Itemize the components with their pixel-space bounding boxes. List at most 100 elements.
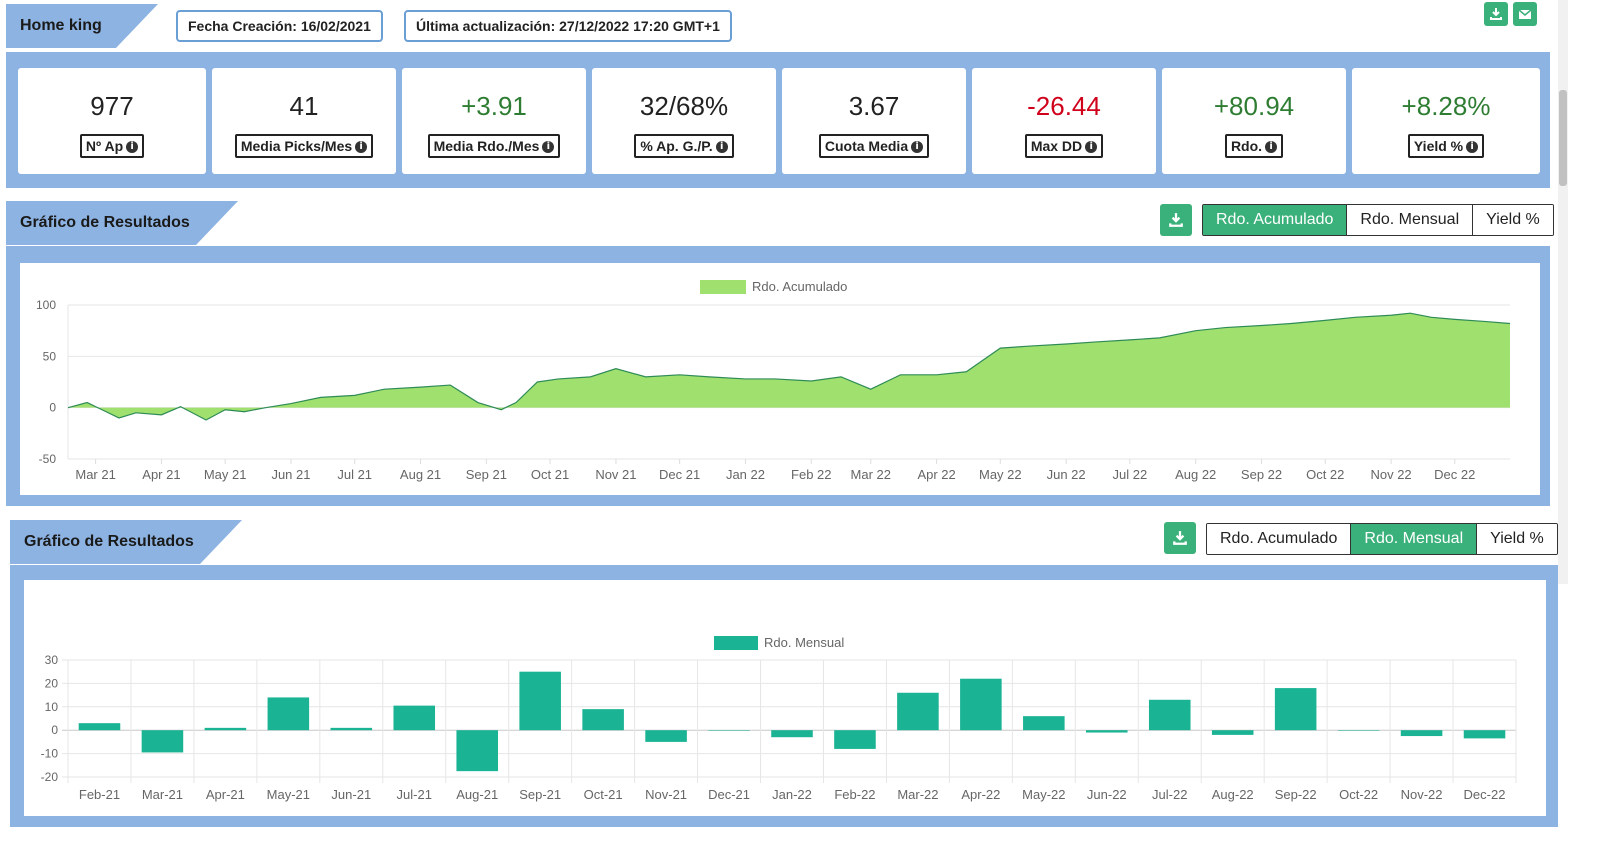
info-icon[interactable]: i [1265, 141, 1278, 154]
bar[interactable] [141, 730, 184, 753]
chart-mode-tab[interactable]: Rdo. Acumulado [1207, 524, 1351, 554]
bar[interactable] [204, 727, 247, 731]
area-line [67, 312, 1511, 421]
bar[interactable] [78, 723, 121, 731]
stat-label-text: Nº Ap [85, 138, 124, 154]
bar[interactable] [960, 678, 1002, 731]
x-tick-label: Jun-21 [331, 787, 371, 802]
y-tick-label: 0 [51, 723, 58, 737]
bar[interactable] [519, 671, 561, 731]
info-icon[interactable]: i [911, 141, 924, 154]
bar[interactable] [771, 730, 813, 738]
bar[interactable] [1463, 730, 1506, 739]
info-icon[interactable]: i [355, 141, 368, 154]
x-tick-label: Sep-21 [519, 787, 561, 802]
chart1-download-button[interactable] [1160, 204, 1192, 236]
bar[interactable] [897, 692, 939, 731]
stat-label: Media Picks/Mes i [234, 134, 374, 158]
stat-value: 977 [90, 91, 134, 121]
bar[interactable] [1211, 730, 1254, 735]
bar[interactable] [708, 730, 750, 731]
x-tick-label: Aug-21 [456, 787, 498, 802]
chart-mode-tab[interactable]: Yield % [1476, 524, 1557, 554]
bar[interactable] [1337, 730, 1380, 731]
x-tick-label: Nov-22 [1401, 787, 1443, 802]
x-tick-label: Jul-22 [1152, 787, 1187, 802]
stat-value: -26.44 [1027, 91, 1101, 121]
creation-date: Fecha Creación: 16/02/2021 [176, 10, 383, 42]
y-tick-label: 30 [45, 653, 59, 667]
y-tick-label: -50 [39, 452, 57, 466]
info-icon[interactable]: i [1466, 141, 1479, 154]
download-button[interactable] [1484, 2, 1508, 26]
stat-label-text: Cuota Media [824, 138, 909, 154]
x-tick-label: Dec 21 [659, 467, 700, 482]
bar[interactable] [1274, 688, 1317, 731]
bar[interactable] [1023, 716, 1065, 731]
chart-mode-tab[interactable]: Rdo. Mensual [1346, 205, 1473, 235]
chart-mode-tab[interactable]: Yield % [1472, 205, 1553, 235]
y-tick-label: 100 [36, 298, 56, 312]
stat-card: +80.94 Rdo. i [1162, 68, 1346, 174]
bar[interactable] [393, 705, 436, 731]
x-tick-label: Jul 21 [337, 467, 372, 482]
bar[interactable] [834, 730, 876, 749]
chart2-mode-tabs: Rdo. Acumulado Rdo. Mensual Yield % [1206, 523, 1558, 555]
stat-value: +80.94 [1213, 91, 1295, 121]
monthly-chart: 30 20 10 0 -10 -20 Feb-21 Mar-21 Apr-21 May-21 Jun… [41, 635, 1517, 802]
x-tick-label: May-22 [1022, 787, 1065, 802]
info-icon[interactable]: i [542, 141, 555, 154]
info-icon[interactable]: i [715, 141, 728, 154]
x-tick-label: Oct 22 [1306, 467, 1344, 482]
x-tick-label: Nov 22 [1370, 467, 1411, 482]
section-title-text: Gráfico de Resultados [24, 533, 194, 550]
stat-label: Max DD i [1024, 134, 1104, 158]
download-icon [1169, 213, 1183, 227]
info-icon[interactable]: i [126, 141, 139, 154]
x-tick-label: May 22 [979, 467, 1022, 482]
stat-value: 3.67 [848, 91, 900, 121]
x-tick-label: Oct-21 [584, 787, 623, 802]
x-tick-label: Jun 21 [271, 467, 310, 482]
download-icon [1173, 531, 1187, 545]
stat-label: % Ap. G./P. i [634, 134, 734, 158]
chart-mode-tab[interactable]: Rdo. Mensual [1350, 524, 1477, 554]
stat-value: +8.28% [1401, 91, 1491, 121]
scrollbar-track[interactable] [1558, 0, 1568, 584]
download-icon [1490, 8, 1502, 20]
stat-label-text: Max DD [1030, 138, 1083, 154]
stat-card: -26.44 Max DD i [972, 68, 1156, 174]
chart2-container: 30 20 10 0 -10 -20 Feb-21 Mar-21 Apr-21 May-21 Jun… [24, 580, 1546, 816]
bar[interactable] [1148, 699, 1191, 731]
section-title-accumulated: Gráfico de Resultados [6, 201, 238, 245]
stat-value: +3.91 [461, 91, 527, 121]
info-icon[interactable]: i [1085, 141, 1098, 154]
email-button[interactable] [1513, 2, 1537, 26]
x-tick-label: May 21 [204, 467, 247, 482]
stat-label: Nº Ap i [79, 134, 145, 158]
scrollbar-thumb[interactable] [1559, 90, 1567, 186]
x-tick-label: Dec-21 [708, 787, 750, 802]
chart-mode-tab[interactable]: Rdo. Acumulado [1203, 205, 1347, 235]
x-tick-label: Aug 21 [400, 467, 441, 482]
bar[interactable] [1400, 730, 1443, 737]
stat-label-text: % Ap. G./P. [640, 138, 713, 154]
accumulated-chart: 100 50 0 -50 Mar 21 Apr 21 May 21 Jun 21 Jul 21 A… [36, 279, 1511, 482]
legend-label: Rdo. Acumulado [752, 279, 847, 294]
x-tick-label: Aug-22 [1212, 787, 1254, 802]
y-tick-label: 20 [45, 676, 59, 690]
stat-label: Cuota Media i [818, 134, 930, 158]
bar[interactable] [1086, 730, 1128, 733]
envelope-icon [1518, 9, 1532, 19]
bar[interactable] [267, 697, 310, 731]
x-tick-label: Jan 22 [726, 467, 765, 482]
bar[interactable] [645, 730, 687, 742]
x-tick-label: May-21 [267, 787, 310, 802]
x-tick-label: Apr-22 [961, 787, 1000, 802]
chart2-download-button[interactable] [1164, 522, 1196, 554]
bar[interactable] [456, 730, 498, 772]
legend-swatch [700, 280, 746, 294]
bar[interactable] [582, 709, 624, 731]
x-tick-label: Mar 22 [851, 467, 891, 482]
bar[interactable] [330, 727, 373, 731]
